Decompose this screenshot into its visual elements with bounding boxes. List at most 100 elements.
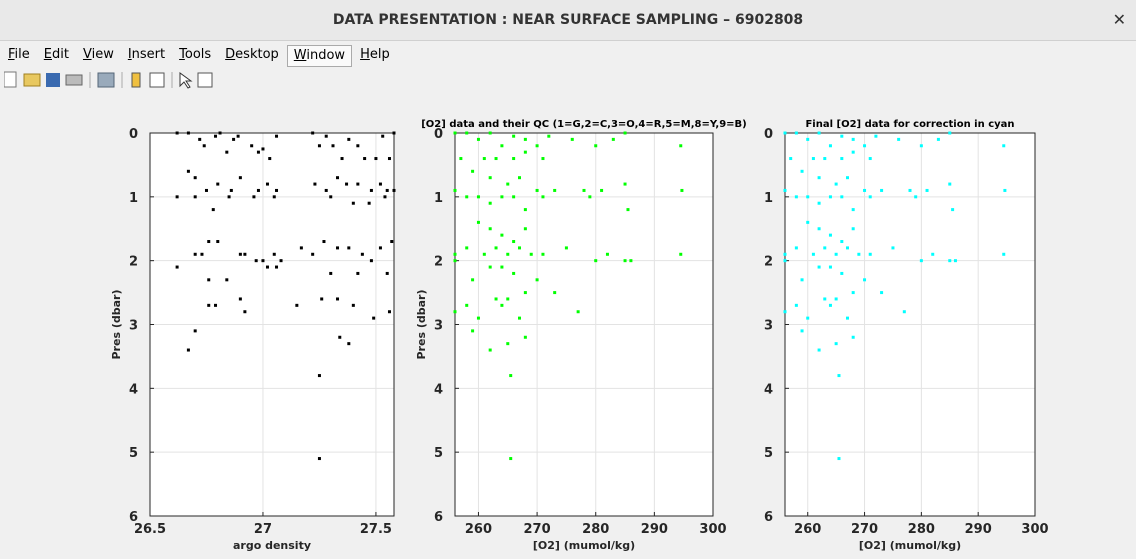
data-point (794, 131, 798, 135)
menu-item[interactable]: Desktop (225, 47, 279, 62)
data-point (347, 137, 351, 141)
data-point (605, 252, 609, 256)
open-icon[interactable] (23, 73, 41, 87)
data-point (846, 176, 849, 180)
new-icon[interactable] (4, 71, 17, 88)
data-point (1002, 252, 1006, 256)
data-point (518, 176, 521, 180)
axes: 0 1 2 3 4 5 6 260 270 280 290 300 [O2] data and thei… (415, 119, 747, 552)
data-point (523, 137, 527, 141)
y-tick-label: 3 (434, 319, 443, 334)
close-button[interactable]: ✕ (1112, 10, 1126, 29)
x-tick-label: 270 (851, 522, 878, 537)
data-point (494, 246, 498, 250)
y-tick-label: 4 (129, 382, 138, 397)
link-icon[interactable] (97, 72, 115, 88)
x-tick-label: 300 (1021, 522, 1048, 537)
plot-tools-icon[interactable] (197, 72, 213, 88)
data-point (329, 195, 333, 199)
data-point (919, 144, 923, 148)
data-point (279, 259, 283, 263)
data-point (512, 134, 516, 138)
data-point (1003, 188, 1007, 192)
data-point (385, 188, 389, 192)
data-point (823, 246, 827, 250)
plot-area (455, 133, 713, 516)
print-icon[interactable] (65, 74, 83, 86)
data-point (523, 208, 527, 212)
data-point (897, 137, 901, 141)
data-point (500, 195, 504, 199)
data-point (204, 188, 208, 192)
data-point (874, 134, 878, 138)
data-point (576, 310, 580, 314)
data-point (317, 457, 321, 461)
data-point (834, 252, 838, 256)
y-tick-label: 6 (764, 510, 773, 525)
menu-item[interactable]: View (82, 47, 114, 62)
y-tick-label: 5 (434, 446, 443, 461)
legend-icon[interactable] (149, 72, 165, 88)
data-point (840, 195, 844, 199)
x-tick-label: 260 (794, 522, 821, 537)
data-point (783, 252, 787, 256)
axes-box (149, 132, 395, 517)
pointer-icon[interactable] (179, 72, 193, 89)
data-point (243, 252, 247, 256)
y-tick-label: 2 (129, 255, 138, 270)
data-point (390, 240, 394, 244)
data-point (789, 157, 793, 161)
colorbar-icon[interactable] (131, 72, 141, 88)
menu-item[interactable]: File (8, 47, 30, 62)
data-point (783, 310, 787, 314)
data-point (800, 278, 804, 282)
data-point (851, 291, 855, 295)
menu-item[interactable]: Window (286, 45, 353, 67)
data-point (948, 182, 952, 186)
data-point (369, 259, 373, 263)
data-point (840, 271, 844, 275)
data-point (360, 252, 364, 256)
data-point (523, 227, 527, 231)
data-point (623, 259, 627, 263)
menu-item[interactable]: Help (360, 47, 390, 62)
data-point (313, 182, 317, 186)
data-point (207, 240, 211, 244)
data-point (512, 195, 516, 199)
data-point (254, 259, 258, 263)
data-point (806, 220, 810, 224)
data-point (837, 374, 841, 378)
data-point (541, 157, 545, 161)
menu-item[interactable]: Edit (43, 47, 69, 62)
data-point (374, 157, 378, 161)
data-point (902, 310, 906, 314)
menu-item[interactable]: Insert (127, 47, 166, 62)
data-point (800, 169, 804, 173)
data-point (626, 208, 630, 212)
data-point (256, 150, 260, 154)
data-point (453, 259, 457, 263)
data-point (236, 134, 240, 138)
data-point (232, 137, 236, 141)
data-point (207, 278, 211, 282)
x-tick-label: 280 (582, 522, 609, 537)
data-point (351, 201, 355, 205)
save-icon[interactable] (46, 73, 60, 87)
data-point (783, 131, 787, 135)
data-point (482, 252, 486, 256)
data-point (186, 131, 190, 135)
data-point (238, 176, 242, 180)
data-point (914, 195, 918, 199)
axes-title: [O2] data and their QC (1=G,2=C,3=O,4=R,… (421, 119, 747, 130)
data-point (828, 233, 832, 237)
x-tick-label: 280 (908, 522, 935, 537)
data-point (828, 144, 832, 148)
data-point (186, 169, 190, 173)
menu-item[interactable]: Tools (179, 47, 212, 62)
data-point (541, 195, 545, 199)
data-point (488, 131, 492, 135)
y-tick-label: 5 (764, 446, 773, 461)
data-point (851, 335, 855, 339)
data-point (363, 157, 367, 161)
data-point (500, 303, 504, 307)
